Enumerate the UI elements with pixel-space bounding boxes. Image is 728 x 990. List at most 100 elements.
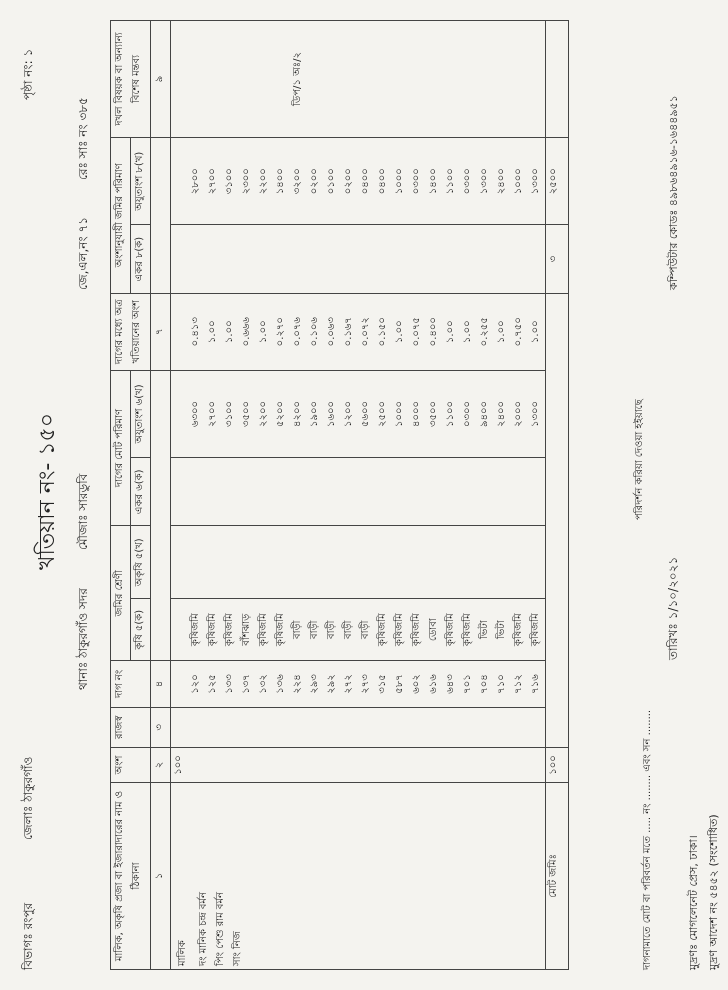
- plot-no: ২৭২: [341, 660, 358, 708]
- area: ২৩০০: [239, 137, 256, 225]
- owner-share: ১০০: [170, 747, 546, 783]
- spacer: [170, 20, 188, 138]
- remark: [341, 20, 358, 138]
- remark: [188, 20, 205, 138]
- total-area: ২০০০: [511, 370, 528, 458]
- acre: [477, 225, 494, 294]
- total-area: ১৯০০: [307, 370, 324, 458]
- col-no: ৭: [150, 293, 171, 371]
- acre: [511, 225, 528, 294]
- nonagri: [290, 525, 307, 599]
- header: একর ৬(ক): [130, 457, 151, 526]
- total-area: ৫২০০: [273, 370, 290, 458]
- nonagri: [358, 525, 375, 599]
- plot-no: ১৩৩: [222, 660, 239, 708]
- press: মুদ্রণঃ মোগলেনেট প্রেস, ঢাকা।: [687, 835, 700, 970]
- share: ০.৭৫০: [511, 293, 528, 371]
- acre: [290, 225, 307, 294]
- header: অযুতাংশ ৮(খ): [130, 137, 151, 225]
- share: ০.১০৬: [307, 293, 324, 371]
- spacer: [170, 225, 188, 294]
- total-ayu: ২৫০০: [545, 137, 569, 225]
- acre: [307, 457, 324, 526]
- land-class: বাড়ী: [341, 598, 358, 661]
- total-area: ১১০০: [443, 370, 460, 458]
- rs-no: রেঃ সাঃ নং ৩৮৫: [76, 97, 90, 180]
- acre: [341, 225, 358, 294]
- acre: [392, 457, 409, 526]
- area: ২৭০০: [205, 137, 222, 225]
- total-area: ৪০০০: [409, 370, 426, 458]
- area: ২৪০০: [494, 137, 511, 225]
- land-class: বাড়ী: [324, 598, 341, 661]
- header: অংশানুযায়ী জমির পরিমাণ: [110, 137, 131, 294]
- header: রাজস্ব: [110, 707, 151, 748]
- acre: [273, 457, 290, 526]
- acre: [511, 457, 528, 526]
- total-area: ৬৩০০: [188, 370, 205, 458]
- land-class: কৃষিজমি: [409, 598, 426, 661]
- land-class: কৃষিজমি: [222, 598, 239, 661]
- total-acre: ৩: [545, 225, 569, 294]
- header: মালিক, অকৃষি প্রজা বা ইজারাদারের নাম ও ঠ…: [110, 782, 151, 970]
- acre: [426, 225, 443, 294]
- remark: [324, 20, 341, 138]
- nonagri: [494, 525, 511, 599]
- share: ০.২৭০: [273, 293, 290, 371]
- area: ০২০০: [341, 137, 358, 225]
- plot-no: ৭১০: [494, 660, 511, 708]
- area: ২৮০০: [188, 137, 205, 225]
- plot-no: ৭১৬: [528, 660, 546, 708]
- district: জেলাঃ ঠাকুরগাঁও: [21, 756, 35, 840]
- share: ০.২৫৫: [477, 293, 494, 371]
- acre: [409, 457, 426, 526]
- area: ২২০০: [256, 137, 273, 225]
- owner-cell: মালিক দং মানিক চন্দ্র বর্মন পিং পেশু রাম ব…: [170, 782, 546, 970]
- acre: [494, 225, 511, 294]
- area: ১১০০: [443, 137, 460, 225]
- nonagri: [341, 525, 358, 599]
- total-area: ৩৫০০: [239, 370, 256, 458]
- acre: [528, 225, 546, 294]
- header: অংশ: [110, 747, 151, 783]
- acre: [205, 225, 222, 294]
- acre: [443, 457, 460, 526]
- acre: [222, 225, 239, 294]
- plot-no: ৭০১: [460, 660, 477, 708]
- area: ১০০০: [392, 137, 409, 225]
- land-class: ডোবা: [426, 598, 443, 661]
- remark: [205, 20, 222, 138]
- title: খতিয়ান নং- ১৫০: [35, 412, 60, 570]
- total-area: ৩১০০: [222, 370, 239, 458]
- plot-no: ৫৮৭: [392, 660, 409, 708]
- acre: [188, 225, 205, 294]
- spacer: [545, 293, 569, 748]
- spacer: [170, 293, 188, 371]
- remark: [409, 20, 426, 138]
- land-class: কৃষিজমি: [392, 598, 409, 661]
- share: ০.০৬৩: [324, 293, 341, 371]
- col-no: ৪: [150, 660, 171, 708]
- spacer: [170, 598, 188, 661]
- total-area: ১৩০০: [528, 370, 546, 458]
- nonagri: [188, 525, 205, 599]
- land-class: ভিটা: [477, 598, 494, 661]
- nonagri: [460, 525, 477, 599]
- remark: [273, 20, 290, 138]
- land-class: কৃষিজমি: [375, 598, 392, 661]
- plot-no: ১৩২: [256, 660, 273, 708]
- area: ১৪০০: [426, 137, 443, 225]
- nonagri: [239, 525, 256, 599]
- plot-no: ২৯২: [324, 660, 341, 708]
- area: ০৩০০: [460, 137, 477, 225]
- acre: [460, 225, 477, 294]
- plot-no: ১২৫: [205, 660, 222, 708]
- acre: [528, 457, 546, 526]
- header: অযুতাংশ ৬(খ): [130, 370, 151, 458]
- code: কম্পিউটার কোডঃ ৪৯৮৬৪৯১৬-১৬৪৪৯৫১: [667, 95, 680, 290]
- header: দাগের মোট পরিমাণ: [110, 370, 131, 526]
- acre: [477, 457, 494, 526]
- acre: [273, 225, 290, 294]
- plot-no: ৭০৪: [477, 660, 494, 708]
- header: দাগের মধ্যে অত্র খতিয়ানের অংশ: [110, 293, 151, 371]
